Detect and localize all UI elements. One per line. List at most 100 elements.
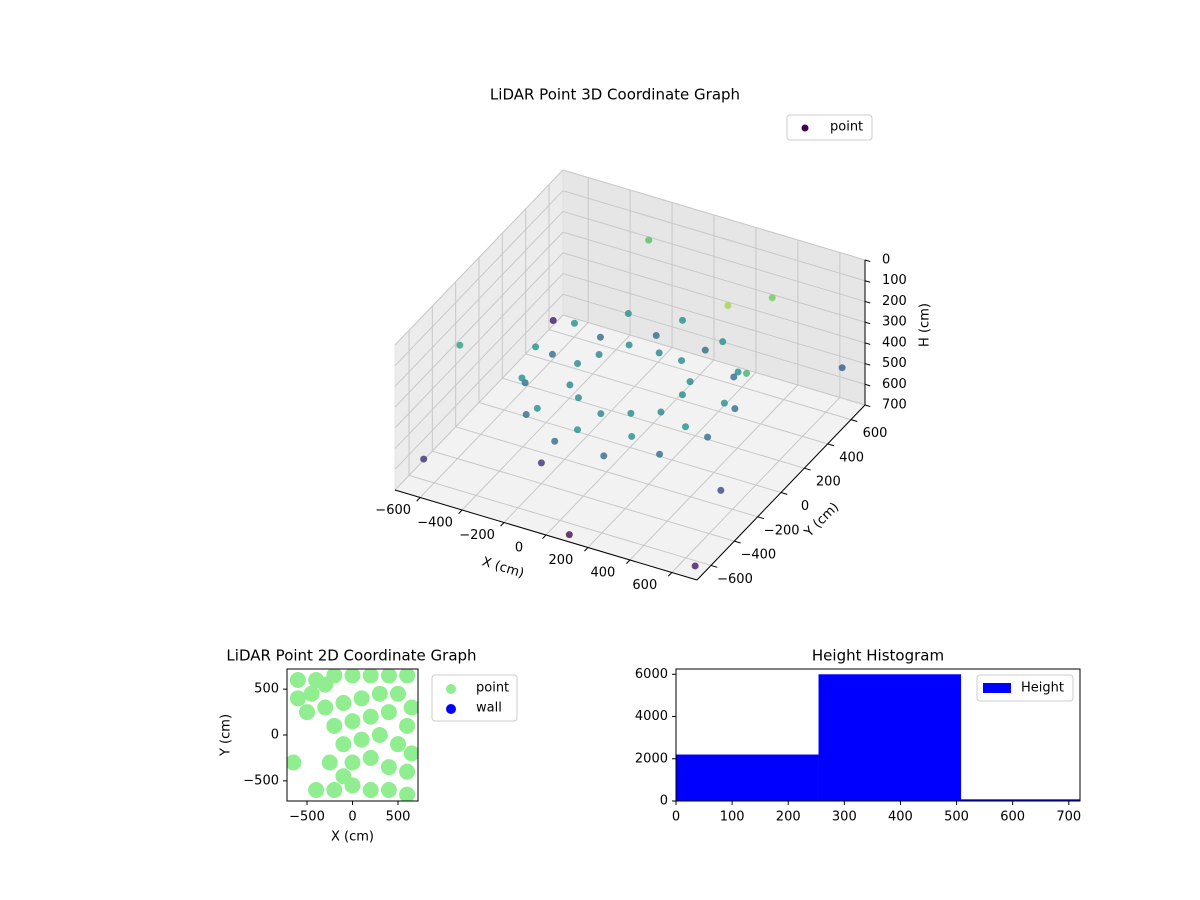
x-tick	[458, 509, 463, 514]
y-tick	[804, 467, 811, 471]
legend-label: point	[830, 120, 863, 135]
y-tick	[710, 564, 718, 568]
grid-line	[562, 231, 866, 323]
x-tick-label: 400	[888, 810, 913, 825]
y-tick	[757, 516, 765, 520]
point	[627, 409, 635, 417]
point	[362, 708, 379, 725]
point	[734, 368, 742, 376]
y-tick-label: 400	[839, 450, 864, 465]
point	[652, 332, 660, 340]
point	[704, 433, 712, 441]
point	[645, 236, 653, 244]
point	[551, 437, 559, 445]
y-axis-label: Y (cm)	[219, 714, 234, 757]
point	[570, 319, 578, 327]
point	[701, 346, 709, 354]
y-tick-label: 2000	[635, 751, 668, 766]
plot-frame	[675, 668, 1081, 802]
z-tick-label: 100	[882, 273, 907, 288]
point	[730, 373, 738, 381]
point	[399, 669, 416, 684]
grid-line	[562, 273, 866, 365]
point	[326, 669, 343, 684]
x-tick-label: 500	[944, 810, 969, 825]
point	[403, 745, 418, 762]
point	[344, 713, 361, 730]
y-tick-label: 0	[271, 728, 279, 743]
grid-line	[394, 211, 564, 387]
y-tick-label: 6000	[635, 667, 668, 682]
x-tick	[626, 559, 631, 564]
point	[537, 459, 545, 467]
z-tick-label: 300	[882, 315, 907, 330]
point	[308, 782, 325, 798]
y-tick-label: 0	[660, 794, 668, 809]
legend-box	[786, 114, 873, 141]
point	[574, 426, 581, 434]
y-tick-label: −400	[740, 548, 776, 563]
z-tick-label: 700	[882, 398, 907, 413]
legend-label: wall	[476, 701, 502, 716]
x-tick-label: 600	[632, 578, 657, 593]
z-tick	[864, 280, 871, 283]
point	[743, 369, 751, 377]
z-tick-label: 200	[882, 294, 907, 309]
bar	[818, 674, 962, 801]
grid-line	[548, 329, 852, 421]
point	[595, 351, 603, 359]
z-tick	[864, 404, 871, 408]
x-tick-label: 700	[1056, 810, 1081, 825]
point	[389, 736, 406, 753]
chart-title: LiDAR Point 2D Coordinate Graph	[226, 647, 476, 665]
legend-marker	[446, 704, 456, 714]
x-tick-label: −500	[289, 810, 325, 825]
point	[682, 423, 690, 431]
point	[768, 294, 776, 302]
x-tick-label: 600	[1000, 810, 1025, 825]
point	[678, 391, 686, 399]
x-tick	[416, 497, 421, 502]
point	[380, 704, 397, 721]
z-tick-label: 0	[882, 253, 890, 268]
point	[335, 694, 352, 711]
y-tick	[827, 443, 835, 447]
x-tick-label: 0	[348, 810, 356, 825]
z-tick-label: 500	[882, 356, 907, 371]
point	[731, 405, 739, 413]
x-axis-label: X (cm)	[331, 830, 374, 845]
grid-line	[455, 426, 758, 518]
bar	[676, 754, 819, 801]
point	[596, 333, 604, 341]
z-tick-label: 400	[882, 335, 907, 350]
grid-line	[562, 314, 866, 406]
grid-line	[394, 273, 564, 449]
point	[289, 672, 306, 688]
point	[724, 302, 732, 310]
x-tick-label: 400	[590, 566, 615, 581]
point	[720, 399, 728, 407]
x-tick	[667, 572, 673, 577]
point	[362, 749, 379, 766]
x-axis-line	[394, 489, 698, 581]
point	[380, 782, 397, 798]
point	[533, 404, 541, 412]
x-tick-label: 0	[672, 810, 680, 825]
point	[566, 381, 574, 389]
point	[353, 690, 370, 707]
x-tick	[500, 522, 505, 527]
point	[344, 669, 361, 684]
grid-line	[478, 402, 782, 493]
x-tick-label: −200	[459, 528, 495, 543]
grid-line	[562, 190, 866, 282]
point	[344, 754, 361, 771]
point	[549, 316, 557, 324]
point	[299, 704, 316, 721]
point	[362, 782, 379, 798]
point	[399, 786, 416, 801]
point	[574, 394, 582, 402]
z-tick	[864, 300, 871, 304]
y-tick	[780, 492, 788, 495]
point	[838, 364, 846, 372]
x-tick-label: −400	[417, 516, 453, 531]
